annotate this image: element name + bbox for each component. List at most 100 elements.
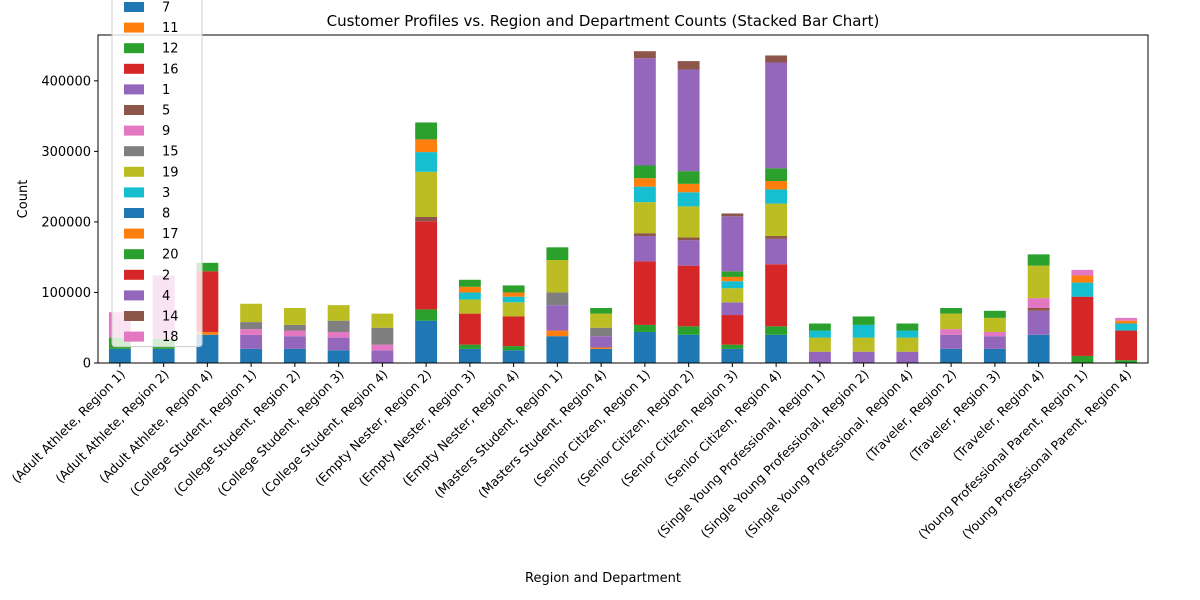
bar-segment	[633, 233, 656, 237]
bar-segment	[633, 186, 656, 203]
bar-segment	[677, 183, 700, 193]
bar-segment	[721, 271, 744, 277]
chart-title: Customer Profiles vs. Region and Departm…	[327, 12, 880, 30]
bar-segment	[327, 350, 350, 363]
bar-segment	[940, 313, 963, 330]
bars-layer	[108, 51, 1138, 363]
legend-label: 11	[162, 21, 179, 36]
bar-segment	[327, 320, 350, 332]
bar-segment	[633, 165, 656, 179]
bar-segment	[590, 348, 613, 363]
legend-label: 4	[162, 289, 170, 304]
bar-segment	[1027, 307, 1050, 311]
legend-swatch	[124, 269, 144, 280]
legend-label: 8	[162, 207, 170, 222]
bar-segment	[590, 347, 613, 349]
bar-segment	[240, 303, 263, 323]
bar-segment	[1027, 254, 1050, 266]
y-tick-label: 400000	[41, 74, 91, 89]
bar-segment	[633, 178, 656, 187]
bar-segment	[1115, 330, 1138, 361]
bar-segment	[196, 331, 219, 335]
bar-segment	[283, 324, 306, 331]
bar-segment	[327, 331, 350, 338]
bar-segment	[502, 296, 525, 303]
bar-segment	[502, 346, 525, 351]
y-tick-label: 100000	[41, 286, 91, 301]
legend-label: 19	[162, 165, 179, 180]
bar-segment	[765, 181, 788, 190]
bar-segment	[458, 279, 481, 287]
bar-segment	[458, 292, 481, 300]
bar-segment	[1027, 298, 1050, 308]
bar-segment	[721, 348, 744, 363]
bar-segment	[852, 316, 875, 325]
bar-segment	[721, 281, 744, 289]
bar-segment	[546, 292, 569, 306]
legend-label: 14	[162, 310, 179, 325]
bar-segment	[765, 168, 788, 182]
bar-segment	[415, 122, 438, 140]
bar-segment	[1115, 360, 1138, 363]
bar-segment	[327, 305, 350, 321]
legend-label: 16	[162, 62, 179, 77]
bar-segment	[371, 344, 394, 351]
bar-segment	[458, 344, 481, 349]
legend-swatch	[124, 290, 144, 301]
legend-label: 7	[162, 1, 170, 16]
bar-segment	[896, 351, 919, 363]
bar-segment	[633, 236, 656, 262]
bar-segment	[677, 334, 700, 363]
bar-segment	[808, 351, 831, 363]
bar-segment	[677, 171, 700, 184]
legend-label: 15	[162, 145, 179, 160]
bar-segment	[458, 348, 481, 363]
legend-swatch	[124, 43, 144, 54]
bar-segment	[896, 337, 919, 352]
bar-segment	[415, 171, 438, 217]
bar-segment	[765, 326, 788, 335]
bar-segment	[546, 330, 569, 337]
legend-label: 2	[162, 268, 170, 283]
legend-swatch	[124, 331, 144, 342]
legend-label: 20	[162, 248, 179, 263]
bar-segment	[415, 320, 438, 363]
bar-segment	[502, 350, 525, 363]
bar-segment	[765, 334, 788, 363]
bar-segment	[940, 334, 963, 349]
bar-segment	[983, 336, 1006, 349]
bar-segment	[1071, 296, 1094, 356]
bar-segment	[983, 310, 1006, 318]
y-tick-label: 300000	[41, 145, 91, 160]
legend-label: 17	[162, 227, 179, 242]
bar-segment	[677, 237, 700, 241]
bar-segment	[590, 313, 613, 328]
bar-segment	[590, 327, 613, 337]
bar-segment	[633, 324, 656, 332]
x-axis-label: Region and Department	[525, 571, 681, 586]
bar-segment	[458, 313, 481, 345]
bar-segment	[502, 316, 525, 347]
y-axis: 0 100000 200000 300000 400000	[41, 74, 98, 372]
bar-segment	[1115, 323, 1138, 331]
legend-swatch	[124, 146, 144, 157]
legend-swatch	[124, 105, 144, 115]
bar-segment	[502, 292, 525, 297]
bar-segment	[1027, 265, 1050, 299]
bar-segment	[283, 307, 306, 325]
bar-segment	[590, 307, 613, 314]
bar-segment	[721, 216, 744, 272]
bar-segment	[240, 322, 263, 330]
bar-segment	[765, 203, 788, 237]
bar-segment	[546, 336, 569, 363]
bar-segment	[1115, 320, 1138, 324]
legend-swatch	[124, 208, 144, 218]
bar-segment	[677, 192, 700, 207]
bar-segment	[458, 299, 481, 314]
legend-swatch	[124, 311, 144, 321]
bar-segment	[240, 334, 263, 349]
bar-segment	[852, 351, 875, 363]
bar-segment	[546, 260, 569, 293]
bar-segment	[415, 221, 438, 310]
